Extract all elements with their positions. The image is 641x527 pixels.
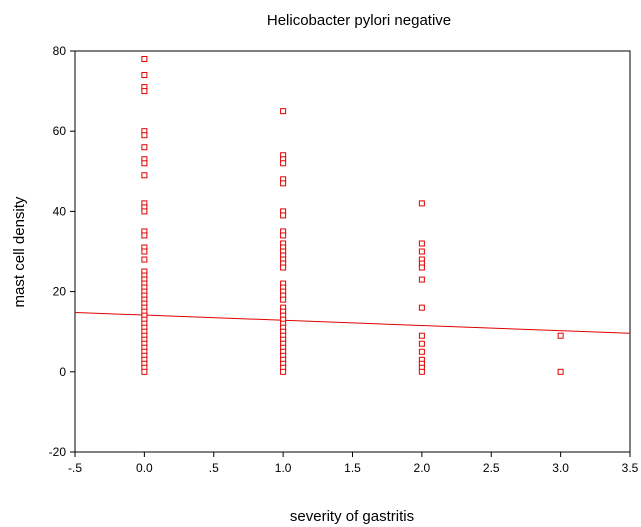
data-point — [141, 256, 148, 263]
data-point — [418, 340, 425, 347]
data-point — [280, 108, 287, 115]
data-point — [280, 296, 287, 303]
data-point — [280, 180, 287, 187]
x-tick-label: -.5 — [68, 461, 82, 475]
data-point — [141, 368, 148, 375]
x-tick-label: 0.0 — [136, 461, 153, 475]
data-point — [418, 332, 425, 339]
data-point — [418, 240, 425, 247]
data-point — [280, 160, 287, 167]
y-tick-label: 60 — [53, 124, 67, 138]
x-tick-label: 3.5 — [622, 461, 639, 475]
data-points — [141, 56, 564, 375]
x-tick-label: 2.5 — [483, 461, 500, 475]
data-point — [557, 368, 564, 375]
data-point — [280, 232, 287, 239]
data-point — [418, 276, 425, 283]
data-point — [557, 332, 564, 339]
x-tick-label: 2.0 — [414, 461, 431, 475]
x-tick-label: 3.0 — [552, 461, 569, 475]
y-axis-label: mast cell density — [11, 196, 28, 307]
data-point — [418, 348, 425, 355]
y-axis: -20 0 20 40 60 80 — [49, 44, 75, 459]
data-point — [141, 208, 148, 215]
data-point — [141, 172, 148, 179]
x-axis-label: severity of gastritis — [290, 508, 414, 525]
data-point — [141, 144, 148, 151]
data-point — [280, 368, 287, 375]
data-point — [280, 264, 287, 271]
data-point — [418, 368, 425, 375]
data-point — [141, 132, 148, 139]
x-tick-label: .5 — [209, 461, 219, 475]
data-point — [141, 160, 148, 167]
data-point — [141, 56, 148, 63]
chart-title: Helicobacter pylori negative — [267, 12, 451, 29]
data-point — [418, 248, 425, 255]
y-tick-label: 0 — [59, 365, 66, 379]
data-point — [141, 88, 148, 95]
x-tick-label: 1.5 — [344, 461, 361, 475]
data-point — [141, 248, 148, 255]
y-tick-label: 20 — [53, 285, 67, 299]
data-point — [280, 212, 287, 219]
data-point — [141, 72, 148, 79]
y-tick-label: 80 — [53, 44, 67, 58]
regression-line-group — [74, 311, 631, 334]
regression-line — [74, 311, 631, 334]
data-point — [141, 232, 148, 239]
data-point — [418, 200, 425, 207]
x-axis: -.5 0.0 .5 1.0 1.5 2.0 2.5 3.0 3.5 — [68, 452, 639, 475]
y-tick-label: -20 — [49, 445, 67, 459]
x-tick-label: 1.0 — [275, 461, 292, 475]
plot-frame — [74, 50, 631, 453]
data-point — [418, 264, 425, 271]
data-point — [418, 304, 425, 311]
y-tick-label: 40 — [53, 204, 67, 218]
